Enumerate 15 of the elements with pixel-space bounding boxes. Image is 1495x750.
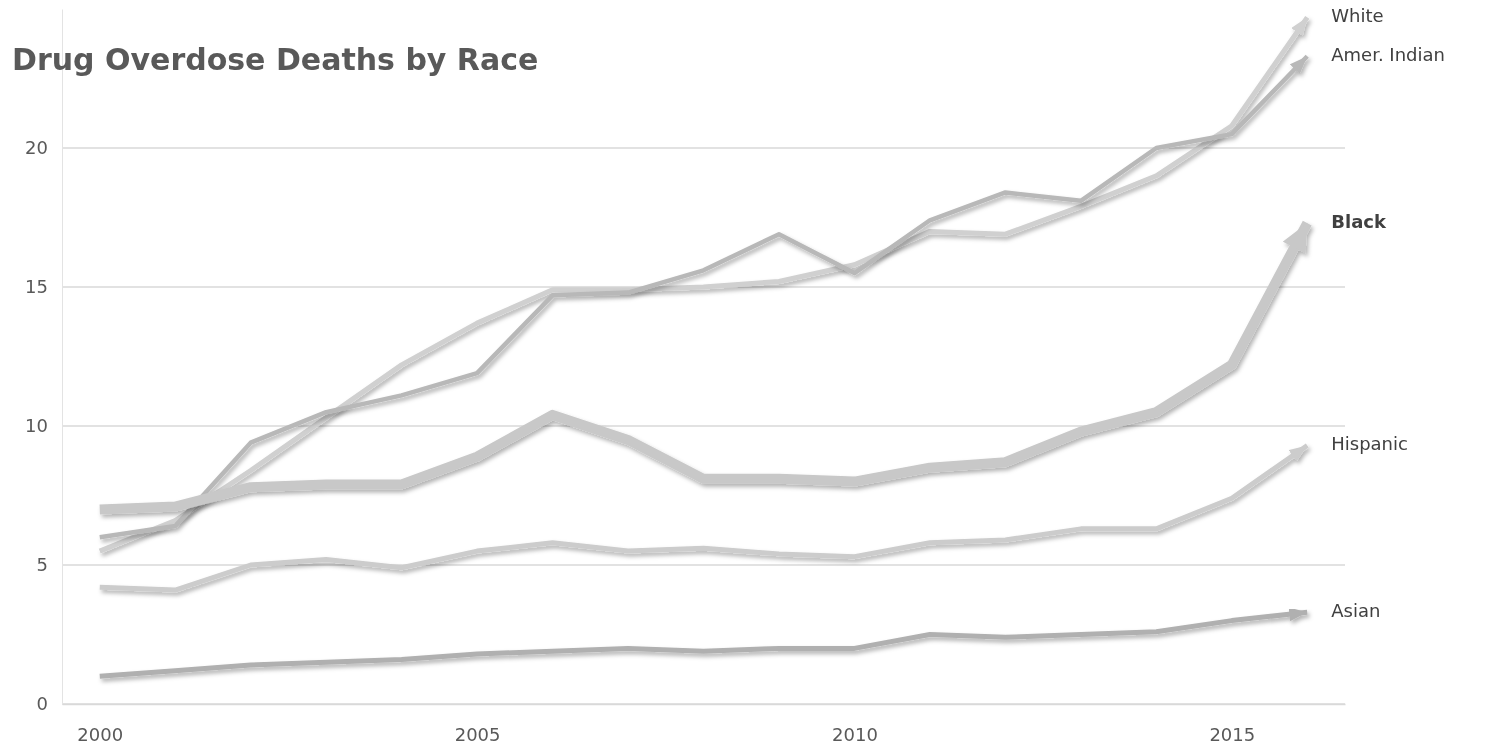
x-tick-label: 2000 bbox=[77, 723, 124, 745]
series-label: White bbox=[1331, 5, 1384, 27]
y-tick-label: 0 bbox=[36, 693, 48, 715]
x-tick-label: 2005 bbox=[454, 723, 501, 745]
y-tick-label: 10 bbox=[25, 415, 48, 437]
series-label: Hispanic bbox=[1331, 433, 1408, 455]
y-tick-label: 5 bbox=[36, 554, 48, 576]
series-label: Black bbox=[1331, 211, 1387, 233]
y-tick-label: 20 bbox=[25, 137, 48, 159]
x-tick-label: 2015 bbox=[1209, 723, 1256, 745]
x-tick-label: 2010 bbox=[832, 723, 878, 745]
series-label: Asian bbox=[1331, 600, 1381, 622]
text: Drug Overdose Deaths by Race bbox=[12, 42, 539, 77]
series-label: Amer. Indian bbox=[1331, 44, 1445, 66]
y-tick-label: 15 bbox=[25, 276, 48, 298]
